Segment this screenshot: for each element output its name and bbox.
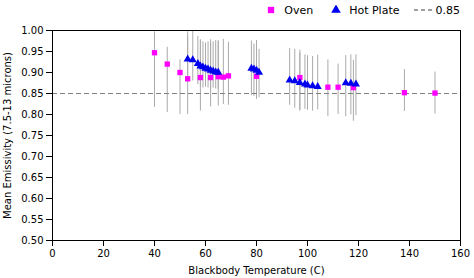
- html-text:Oven: Oven: [284, 3, 314, 17]
- svg-text:80: 80: [250, 248, 263, 259]
- svg-text:0.75: 0.75: [21, 130, 43, 141]
- svg-text:1.00: 1.00: [21, 25, 43, 36]
- svg-text:0: 0: [49, 248, 55, 259]
- svg-text:100: 100: [298, 248, 317, 259]
- svg-text:0.85: 0.85: [21, 88, 43, 99]
- svg-text:Blackbody Temperature (C): Blackbody Temperature (C): [188, 265, 324, 276]
- svg-text:0.95: 0.95: [21, 46, 43, 57]
- svg-text:60: 60: [199, 248, 212, 259]
- svg-text:0.80: 0.80: [21, 109, 43, 120]
- svg-text:0.60: 0.60: [21, 193, 43, 204]
- svg-text:120: 120: [349, 248, 368, 259]
- svg-text:20: 20: [97, 248, 110, 259]
- svg-text:140: 140: [400, 248, 419, 259]
- svg-text:0.50: 0.50: [21, 235, 43, 246]
- svg-text:160: 160: [451, 248, 470, 259]
- svg-text:0.65: 0.65: [21, 172, 43, 183]
- svg-text:0.70: 0.70: [21, 151, 43, 162]
- svg-text:0.90: 0.90: [21, 67, 43, 78]
- svg-text:Mean Emissivity (7.5-13 micron: Mean Emissivity (7.5-13 microns): [2, 52, 13, 219]
- svg-text:40: 40: [148, 248, 161, 259]
- svg-text:0.55: 0.55: [21, 214, 43, 225]
- html-text:0.85: 0.85: [435, 3, 460, 17]
- html-text:Hot Plate: Hot Plate: [349, 3, 400, 17]
